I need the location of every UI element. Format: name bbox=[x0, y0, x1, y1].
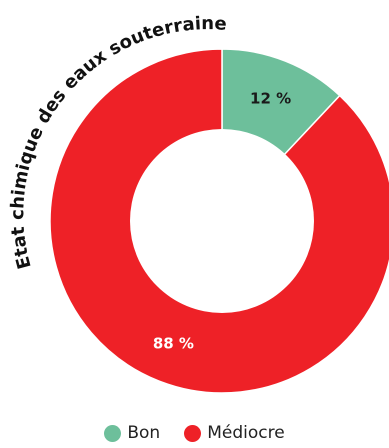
legend-label-bon: Bon bbox=[127, 423, 161, 443]
legend-label-mediocre: Médiocre bbox=[207, 423, 285, 443]
legend-item-mediocre: Médiocre bbox=[184, 423, 285, 443]
slice-label-mediocre: 88 % bbox=[153, 335, 194, 353]
donut-hole bbox=[130, 129, 314, 313]
chart-legend: Bon Médiocre bbox=[0, 423, 389, 443]
legend-swatch-bon bbox=[104, 424, 122, 442]
chart-slice-labels: 12 % 88 % bbox=[153, 89, 291, 352]
legend-item-bon: Bon bbox=[104, 423, 160, 443]
legend-swatch-mediocre bbox=[184, 424, 202, 442]
slice-label-bon: 12 % bbox=[250, 89, 291, 107]
